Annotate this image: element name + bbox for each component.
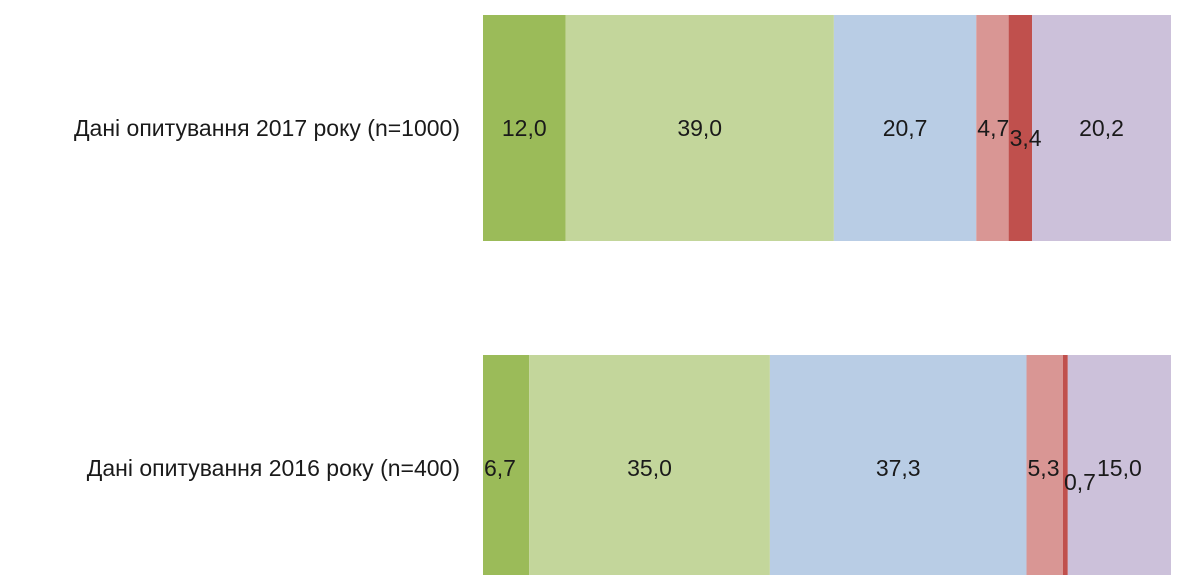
data-label: 5,3	[1028, 455, 1060, 481]
data-label: 20,7	[883, 115, 928, 141]
category-label: Дані опитування 2016 року (n=400)	[87, 455, 460, 481]
data-label: 12,0	[502, 115, 547, 141]
bar-segment	[1067, 355, 1171, 575]
data-labels: 12,0 39,0 20,7 4,7 3,4 20,2 6,7 35,0 37,3 5,30,71…	[484, 115, 1142, 495]
bar-segment	[1032, 15, 1171, 241]
data-label: 37,3	[876, 455, 921, 481]
bars	[483, 15, 1171, 575]
data-label: 4,7	[977, 115, 1009, 141]
bar-segment	[769, 355, 1027, 575]
bar-segment	[833, 15, 977, 241]
data-label: 6,7	[484, 455, 516, 481]
bar-segment	[483, 15, 566, 241]
bar-segment	[529, 355, 770, 575]
bar-segment	[1008, 15, 1033, 241]
data-label: 0,7	[1064, 469, 1096, 495]
category-label: Дані опитування 2017 року (n=1000)	[74, 115, 460, 141]
bar-segment	[976, 15, 1009, 241]
bar-segment	[565, 15, 834, 241]
data-label: 15,0	[1097, 455, 1142, 481]
bar-segment	[483, 355, 530, 575]
data-label: 35,0	[627, 455, 672, 481]
data-label: 20,2	[1079, 115, 1124, 141]
data-label: 39,0	[677, 115, 722, 141]
bar-segment	[1026, 355, 1063, 575]
bar-segment	[1062, 355, 1068, 575]
category-labels: Дані опитування 2017 року (n=1000) Дані о…	[74, 115, 460, 481]
data-label: 3,4	[1010, 125, 1042, 151]
